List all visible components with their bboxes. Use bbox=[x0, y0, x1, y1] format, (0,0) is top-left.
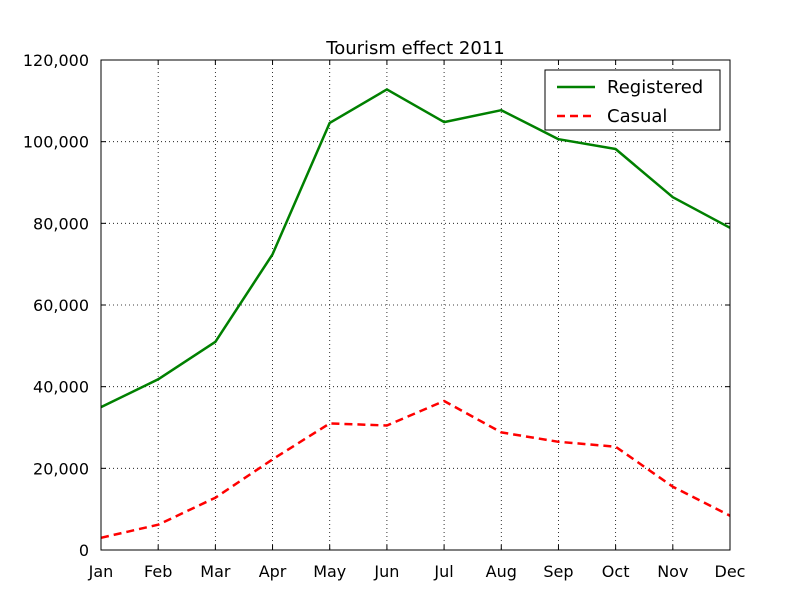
series-line-registered bbox=[100, 88, 731, 409]
x-tick-label: Dec bbox=[715, 562, 746, 581]
x-tick-label: Nov bbox=[657, 562, 688, 581]
x-tick-label: Jul bbox=[433, 562, 453, 581]
legend-label-casual: Casual bbox=[607, 106, 667, 127]
y-tick-label: 20,000 bbox=[33, 459, 89, 478]
series-line-casual bbox=[100, 399, 731, 540]
x-tick-label: Apr bbox=[259, 562, 287, 581]
y-tick-label: 100,000 bbox=[23, 133, 89, 152]
x-tick-label: Sep bbox=[543, 562, 573, 581]
x-tick-label: May bbox=[313, 562, 346, 581]
y-tick-label: 120,000 bbox=[23, 51, 89, 70]
x-tick-label: Oct bbox=[602, 562, 630, 581]
x-tick-label: Jan bbox=[88, 562, 114, 581]
series-lines bbox=[100, 88, 731, 540]
y-axis-tick-labels: 0 20,000 40,000 60,000 80,000 100,000 120,000 bbox=[23, 51, 89, 560]
x-axis-tick-labels: Jan Feb Mar Apr May Jun Jul Aug Sep Oct Nov Dec bbox=[88, 562, 746, 581]
y-tick-label: 0 bbox=[79, 541, 89, 560]
x-tick-label: Jun bbox=[373, 562, 399, 581]
y-tick-label: 60,000 bbox=[33, 296, 89, 315]
x-tick-label: Mar bbox=[200, 562, 231, 581]
chart-title: Tourism effect 2011 bbox=[325, 38, 504, 59]
grid-lines bbox=[101, 60, 730, 550]
legend-label-registered: Registered bbox=[607, 77, 703, 98]
legend: Registered Casual bbox=[544, 69, 721, 131]
x-tick-label: Aug bbox=[486, 562, 517, 581]
axis-ticks bbox=[100, 59, 731, 551]
legend-box bbox=[544, 69, 721, 131]
y-tick-label: 80,000 bbox=[33, 214, 89, 233]
x-tick-label: Feb bbox=[144, 562, 172, 581]
y-tick-label: 40,000 bbox=[33, 378, 89, 397]
